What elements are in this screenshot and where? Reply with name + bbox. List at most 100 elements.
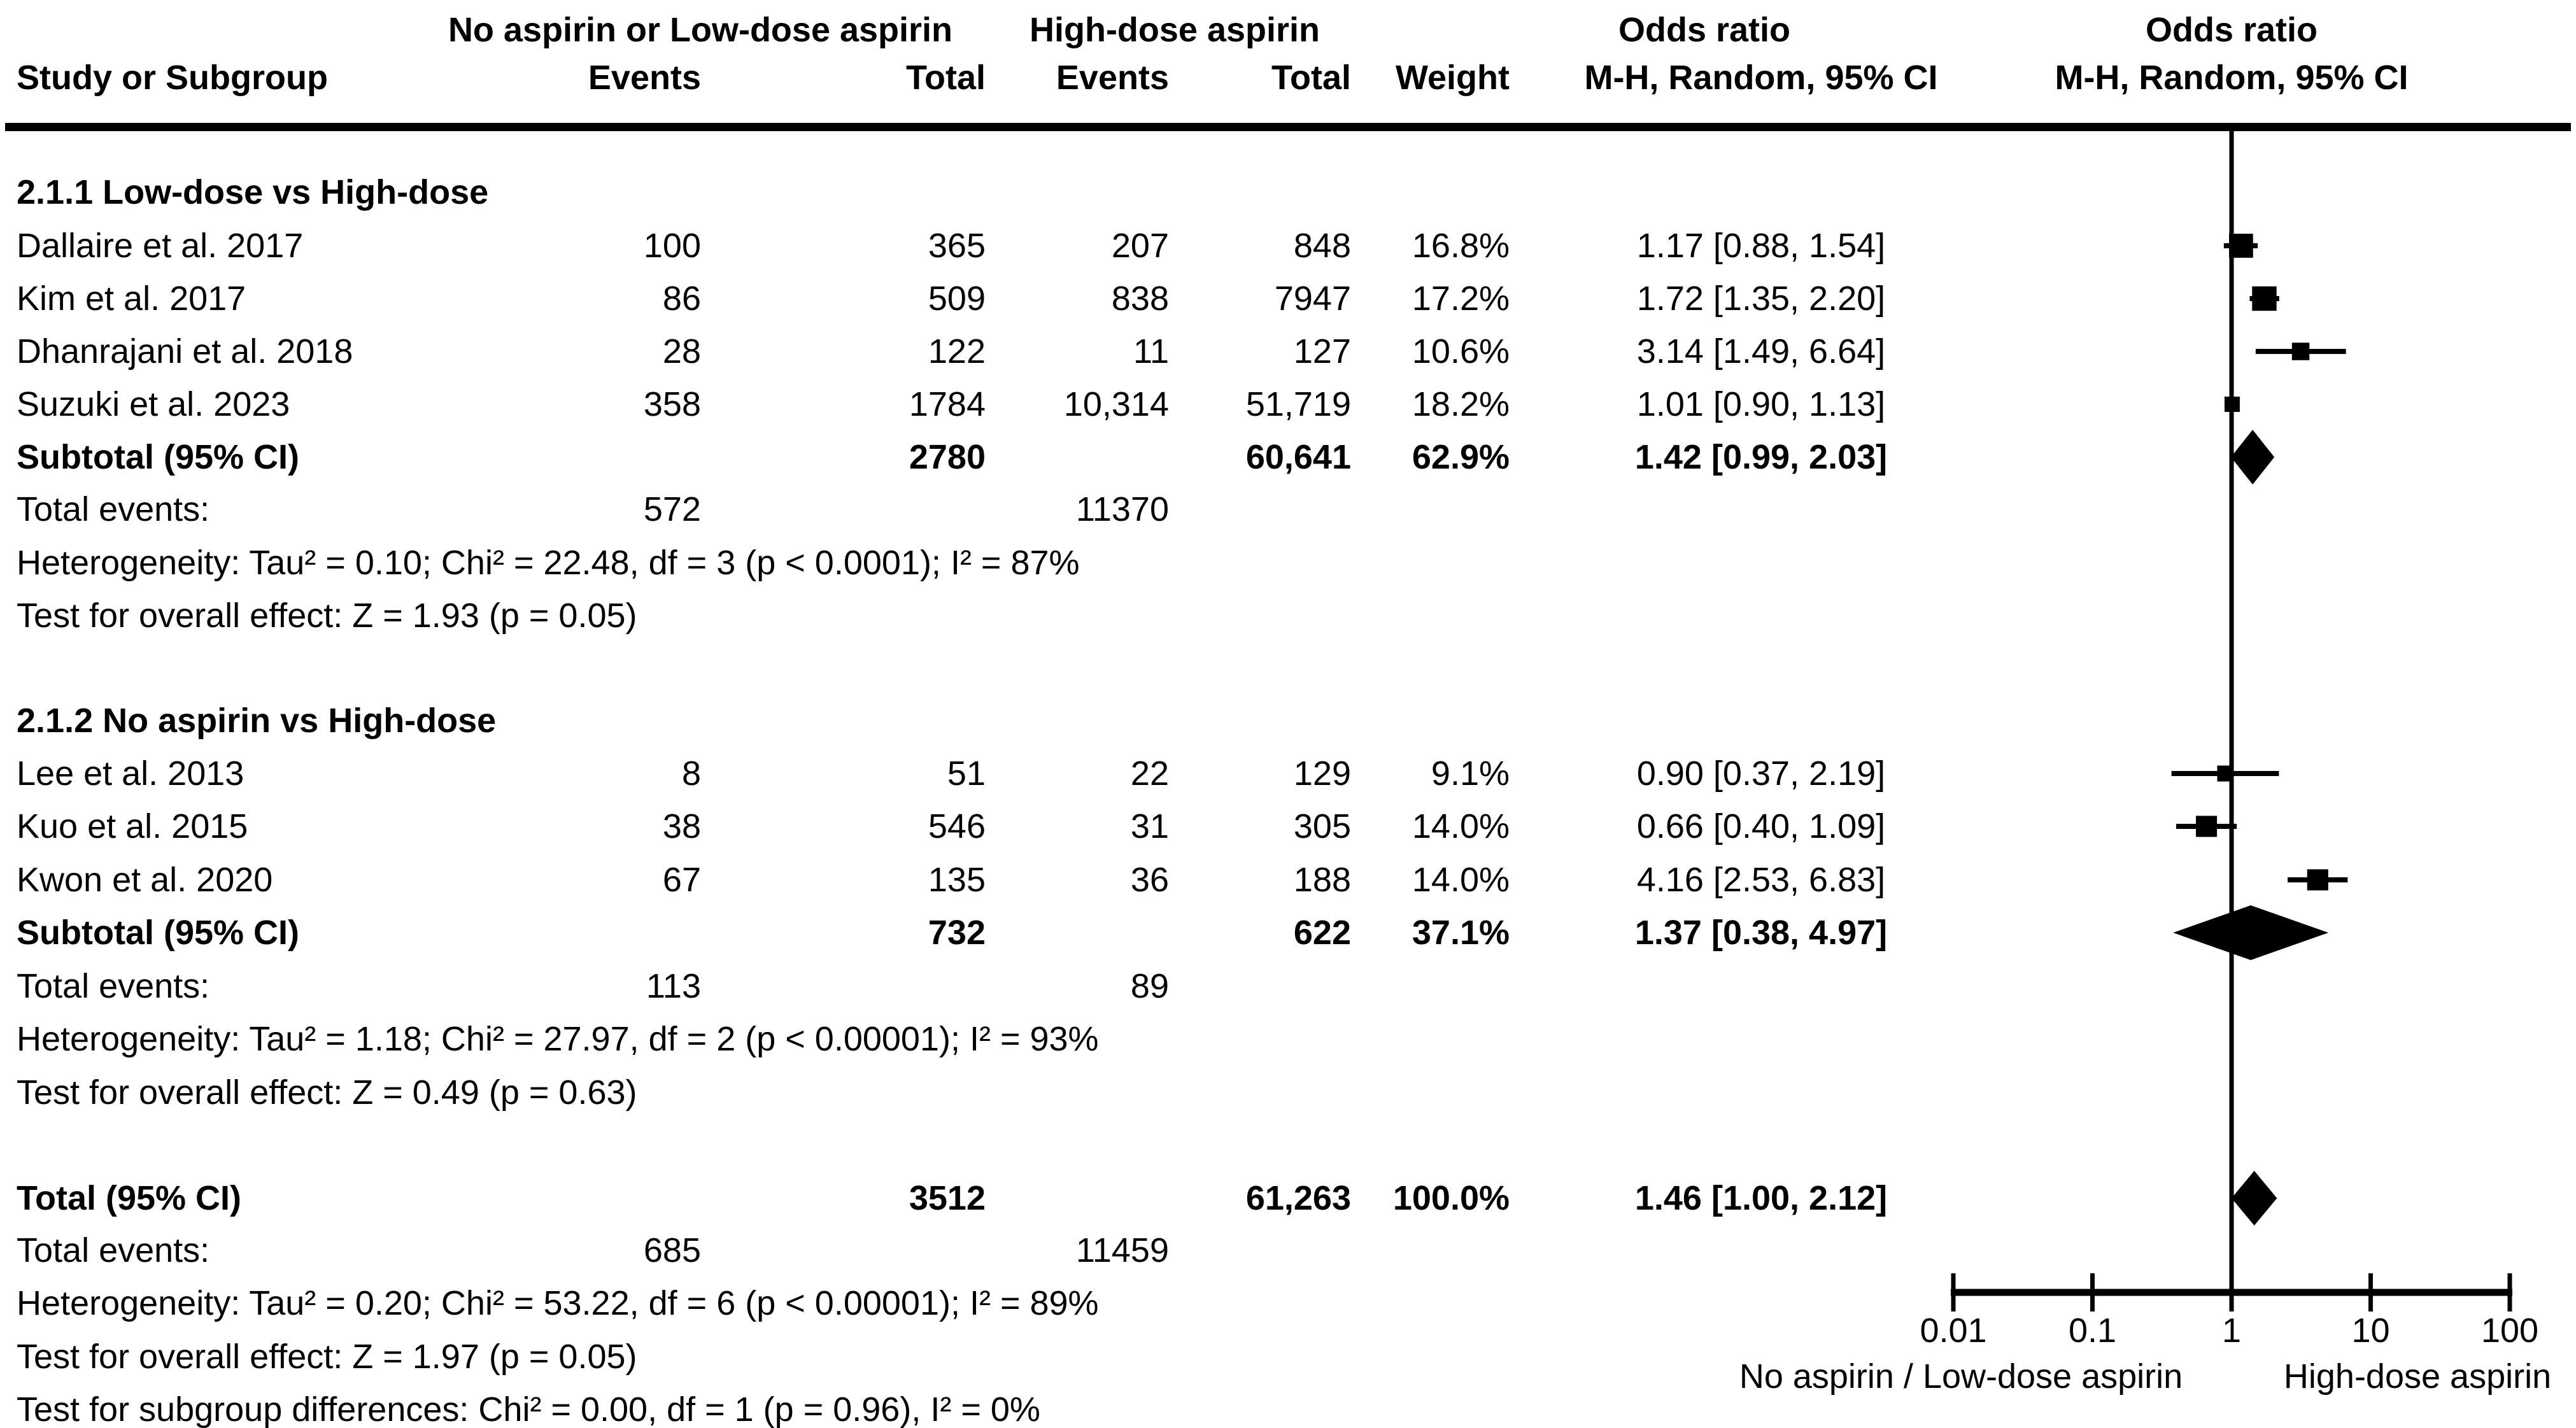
column-header-weight: Weight — [1396, 59, 1510, 97]
favours-left-label: No aspirin / Low-dose aspirin — [1739, 1357, 2183, 1396]
x-axis-tick-label: 1 — [2221, 1311, 2242, 1350]
subtotal-total-control: 732 — [928, 914, 986, 952]
study-marker — [2224, 397, 2240, 412]
subtotal-odds-ratio-ci: 1.42 [0.99, 2.03] — [1634, 438, 1888, 476]
total-events-control: 572 — [643, 490, 701, 528]
grand-total-treatment: 61,263 — [1245, 1179, 1351, 1217]
total-events-control: 685 — [643, 1231, 701, 1269]
study-odds-ratio-ci: 0.90 [0.37, 2.19] — [1636, 754, 1886, 793]
column-header-events-1: Events — [588, 59, 701, 97]
study-odds-ratio-ci: 0.66 [0.40, 1.09] — [1636, 807, 1886, 845]
study-weight: 14.0% — [1412, 861, 1510, 899]
column-header-odds-ratio-plot: Odds ratio — [2145, 11, 2318, 49]
study-name: Kim et al. 2017 — [17, 279, 246, 318]
subtotal-diamond — [2173, 905, 2329, 960]
study-total-treatment: 7947 — [1274, 279, 1351, 318]
study-total-treatment: 188 — [1293, 861, 1351, 899]
study-total-control: 1784 — [909, 385, 986, 423]
grand-total-weight: 100.0% — [1392, 1179, 1510, 1217]
study-events-treatment: 207 — [1111, 227, 1169, 265]
study-marker — [2217, 765, 2233, 782]
study-total-treatment: 848 — [1293, 227, 1351, 265]
study-events-control: 8 — [681, 754, 701, 793]
study-events-treatment: 838 — [1111, 279, 1169, 318]
study-total-treatment: 127 — [1293, 332, 1351, 371]
study-total-control: 509 — [928, 279, 986, 318]
subtotal-odds-ratio-ci: 1.37 [0.38, 4.97] — [1634, 914, 1888, 952]
study-total-control: 135 — [928, 861, 986, 899]
study-odds-ratio-ci: 1.72 [1.35, 2.20] — [1636, 279, 1886, 318]
column-group-header-control: No aspirin or Low-dose aspirin — [448, 11, 953, 49]
favours-right-label: High-dose aspirin — [2283, 1357, 2552, 1396]
total-events-label: Total events: — [17, 1231, 210, 1269]
grand-total-odds-ratio-ci: 1.46 [1.00, 2.12] — [1634, 1179, 1888, 1217]
study-events-control: 28 — [662, 332, 701, 371]
study-events-treatment: 11 — [1133, 332, 1169, 371]
x-axis-tick-label: 100 — [2480, 1311, 2539, 1350]
study-marker — [2196, 816, 2218, 837]
overall-effect-test: Test for overall effect: Z = 1.97 (p = 0… — [17, 1338, 637, 1376]
study-weight: 16.8% — [1412, 227, 1510, 265]
study-odds-ratio-ci: 4.16 [2.53, 6.83] — [1636, 861, 1886, 899]
column-header-odds-ratio-text: Odds ratio — [1618, 11, 1791, 49]
subgroup-difference-test: Test for subgroup differences: Chi² = 0.… — [17, 1390, 1040, 1428]
heterogeneity-stats: Heterogeneity: Tau² = 1.18; Chi² = 27.97… — [17, 1020, 1099, 1058]
study-total-treatment: 51,719 — [1245, 385, 1351, 423]
heterogeneity-stats: Heterogeneity: Tau² = 0.20; Chi² = 53.22… — [17, 1284, 1099, 1322]
subtotal-weight: 37.1% — [1412, 914, 1510, 952]
column-header-total-1: Total — [906, 59, 986, 97]
x-axis-tick-label: 0.1 — [2068, 1311, 2117, 1350]
study-odds-ratio-ci: 3.14 [1.49, 6.64] — [1636, 332, 1886, 371]
study-weight: 17.2% — [1412, 279, 1510, 318]
study-marker — [2291, 343, 2310, 360]
column-header-mh-text: M-H, Random, 95% CI — [1584, 59, 1938, 97]
grand-total-diamond — [2232, 1171, 2277, 1226]
study-name: Kuo et al. 2015 — [17, 807, 248, 845]
overall-effect-test: Test for overall effect: Z = 0.49 (p = 0… — [17, 1073, 637, 1112]
study-total-treatment: 305 — [1293, 807, 1351, 845]
subgroup-title: 2.1.1 Low-dose vs High-dose — [17, 173, 489, 211]
subtotal-weight: 62.9% — [1412, 438, 1510, 476]
study-name: Lee et al. 2013 — [17, 754, 244, 793]
study-weight: 14.0% — [1412, 807, 1510, 845]
total-events-treatment: 89 — [1130, 967, 1169, 1005]
study-odds-ratio-ci: 1.17 [0.88, 1.54] — [1636, 227, 1886, 265]
total-events-control: 113 — [646, 967, 701, 1005]
column-header-events-2: Events — [1056, 59, 1169, 97]
column-header-total-2: Total — [1271, 59, 1351, 97]
total-events-treatment: 11459 — [1075, 1231, 1169, 1269]
study-events-treatment: 36 — [1130, 861, 1169, 899]
heterogeneity-stats: Heterogeneity: Tau² = 0.10; Chi² = 22.48… — [17, 544, 1080, 582]
x-axis-tick-label: 10 — [2351, 1311, 2390, 1350]
subtotal-total-treatment: 622 — [1293, 914, 1351, 952]
total-events-treatment: 11370 — [1075, 490, 1169, 528]
total-events-label: Total events: — [17, 490, 210, 528]
study-name: Suzuki et al. 2023 — [17, 385, 290, 423]
subgroup-title: 2.1.2 No aspirin vs High-dose — [17, 702, 497, 740]
study-weight: 18.2% — [1412, 385, 1510, 423]
header-rule — [5, 123, 2571, 131]
study-name: Dhanrajani et al. 2018 — [17, 332, 353, 371]
total-events-label: Total events: — [17, 967, 210, 1005]
study-weight: 9.1% — [1431, 754, 1510, 793]
study-events-control: 67 — [662, 861, 701, 899]
subtotal-total-treatment: 60,641 — [1245, 438, 1351, 476]
x-axis-tick-label: 0.01 — [1920, 1311, 1987, 1350]
column-header-study: Study or Subgroup — [17, 59, 328, 97]
study-total-treatment: 129 — [1293, 754, 1351, 793]
overall-effect-test: Test for overall effect: Z = 1.93 (p = 0… — [17, 597, 637, 635]
study-events-treatment: 22 — [1130, 754, 1169, 793]
study-name: Kwon et al. 2020 — [17, 861, 273, 899]
study-events-treatment: 10,314 — [1063, 385, 1169, 423]
grand-total-label: Total (95% CI) — [17, 1179, 242, 1217]
study-events-control: 86 — [662, 279, 701, 318]
study-total-control: 122 — [928, 332, 986, 371]
study-marker — [2252, 286, 2277, 311]
study-total-control: 365 — [928, 227, 986, 265]
study-total-control: 51 — [947, 754, 986, 793]
subtotal-label: Subtotal (95% CI) — [17, 438, 300, 476]
study-marker — [2307, 869, 2328, 891]
study-events-treatment: 31 — [1130, 807, 1169, 845]
study-events-control: 38 — [662, 807, 701, 845]
